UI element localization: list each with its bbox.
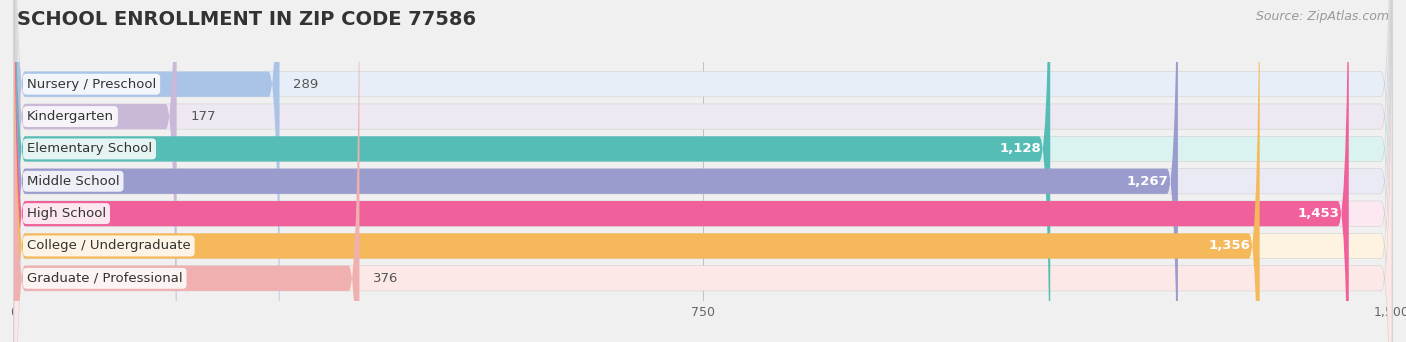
FancyBboxPatch shape <box>14 0 1392 342</box>
Text: 177: 177 <box>190 110 217 123</box>
Text: 1,453: 1,453 <box>1298 207 1340 220</box>
Text: College / Undergraduate: College / Undergraduate <box>27 239 191 252</box>
Text: Kindergarten: Kindergarten <box>27 110 114 123</box>
Text: 1,128: 1,128 <box>1000 142 1040 155</box>
Text: Middle School: Middle School <box>27 175 120 188</box>
Text: 1,356: 1,356 <box>1209 239 1250 252</box>
FancyBboxPatch shape <box>14 0 1392 342</box>
FancyBboxPatch shape <box>14 0 1260 342</box>
FancyBboxPatch shape <box>14 0 1348 342</box>
FancyBboxPatch shape <box>14 0 1392 342</box>
Text: Elementary School: Elementary School <box>27 142 152 155</box>
Text: Source: ZipAtlas.com: Source: ZipAtlas.com <box>1256 10 1389 23</box>
FancyBboxPatch shape <box>14 0 177 342</box>
Text: Nursery / Preschool: Nursery / Preschool <box>27 78 156 91</box>
FancyBboxPatch shape <box>14 0 280 342</box>
FancyBboxPatch shape <box>14 0 360 342</box>
FancyBboxPatch shape <box>14 0 1392 342</box>
FancyBboxPatch shape <box>14 0 1392 342</box>
FancyBboxPatch shape <box>14 0 1392 342</box>
Text: High School: High School <box>27 207 105 220</box>
FancyBboxPatch shape <box>14 0 1178 342</box>
FancyBboxPatch shape <box>14 0 1392 342</box>
Text: 376: 376 <box>373 272 399 285</box>
Text: 1,267: 1,267 <box>1128 175 1168 188</box>
Text: Graduate / Professional: Graduate / Professional <box>27 272 183 285</box>
FancyBboxPatch shape <box>14 0 1050 342</box>
Text: SCHOOL ENROLLMENT IN ZIP CODE 77586: SCHOOL ENROLLMENT IN ZIP CODE 77586 <box>17 10 477 29</box>
Text: 289: 289 <box>294 78 319 91</box>
